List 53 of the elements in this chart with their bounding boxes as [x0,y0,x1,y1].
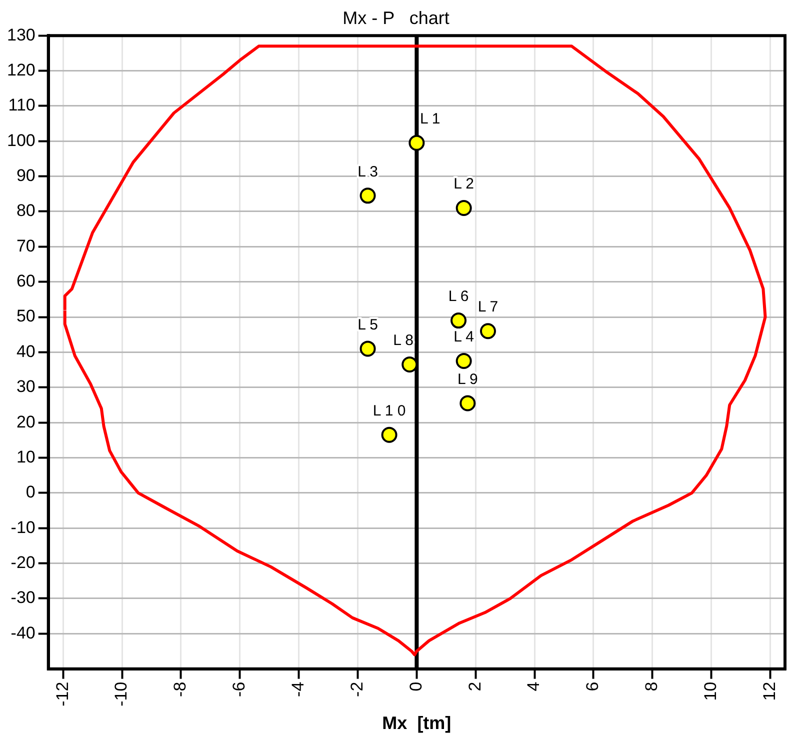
point [480,323,496,340]
y-tick-label: -20 [10,552,36,572]
x-tick-label: 0 [406,682,426,692]
x-tick-label: -12 [52,682,72,706]
annotation: L 3 [358,163,378,180]
point [408,134,425,151]
point [360,340,376,357]
x-tick-label: -2 [347,682,366,697]
y-tick-label: -30 [10,588,36,608]
y-tick-label: 70 [16,236,36,256]
y-tick-label: 0 [26,482,36,502]
y-tick-label: 110 [8,96,36,115]
y-tick-label: 90 [16,166,36,186]
annotation: L 6 [448,288,469,306]
y-tick-label: 60 [16,272,36,291]
x-tick-label: 2 [465,682,484,692]
y-tick-label: 30 [16,377,36,396]
x-tick-label: -10 [112,682,131,706]
y-tick-label: 130 [6,25,36,44]
x-tick-label: 8 [642,682,662,692]
point [360,188,376,204]
point [456,353,472,370]
x-tick-label: -8 [170,682,190,697]
annotation: L 4 [454,328,474,346]
x-tick-label: 10 [701,682,720,701]
annotation: L 1 0 [372,402,406,420]
x-tick-label: 6 [583,682,602,692]
annotation: L 9 [458,370,478,388]
y-tick-label: 10 [16,447,36,466]
y-tick-label: 120 [6,60,36,80]
annotation: L 5 [358,316,378,334]
annotation: L 7 [478,298,498,316]
y-tick-label: -40 [10,623,36,642]
annotation: L 2 [454,176,474,193]
x-tick-label: 4 [524,682,544,692]
x-tick-label: -4 [288,682,308,697]
point [381,426,398,443]
x-tick-label: 12 [760,682,779,701]
point [460,395,476,412]
y-tick-label: 80 [16,201,36,220]
y-tick-label: 100 [6,130,36,150]
y-tick-label: 40 [16,342,36,361]
y-tick-label: 20 [16,412,36,432]
y-tick-label: -10 [10,518,36,537]
annotation: L 8 [393,332,414,350]
annotation: L 1 [420,110,440,128]
y-tick-label: 50 [16,306,36,326]
point [450,312,467,329]
x-axis-title: Mx [tm] [382,713,452,734]
chart-title: Mx - P chart [342,8,450,28]
x-tick-label: -6 [230,682,249,697]
point [402,356,418,373]
point [456,200,472,216]
